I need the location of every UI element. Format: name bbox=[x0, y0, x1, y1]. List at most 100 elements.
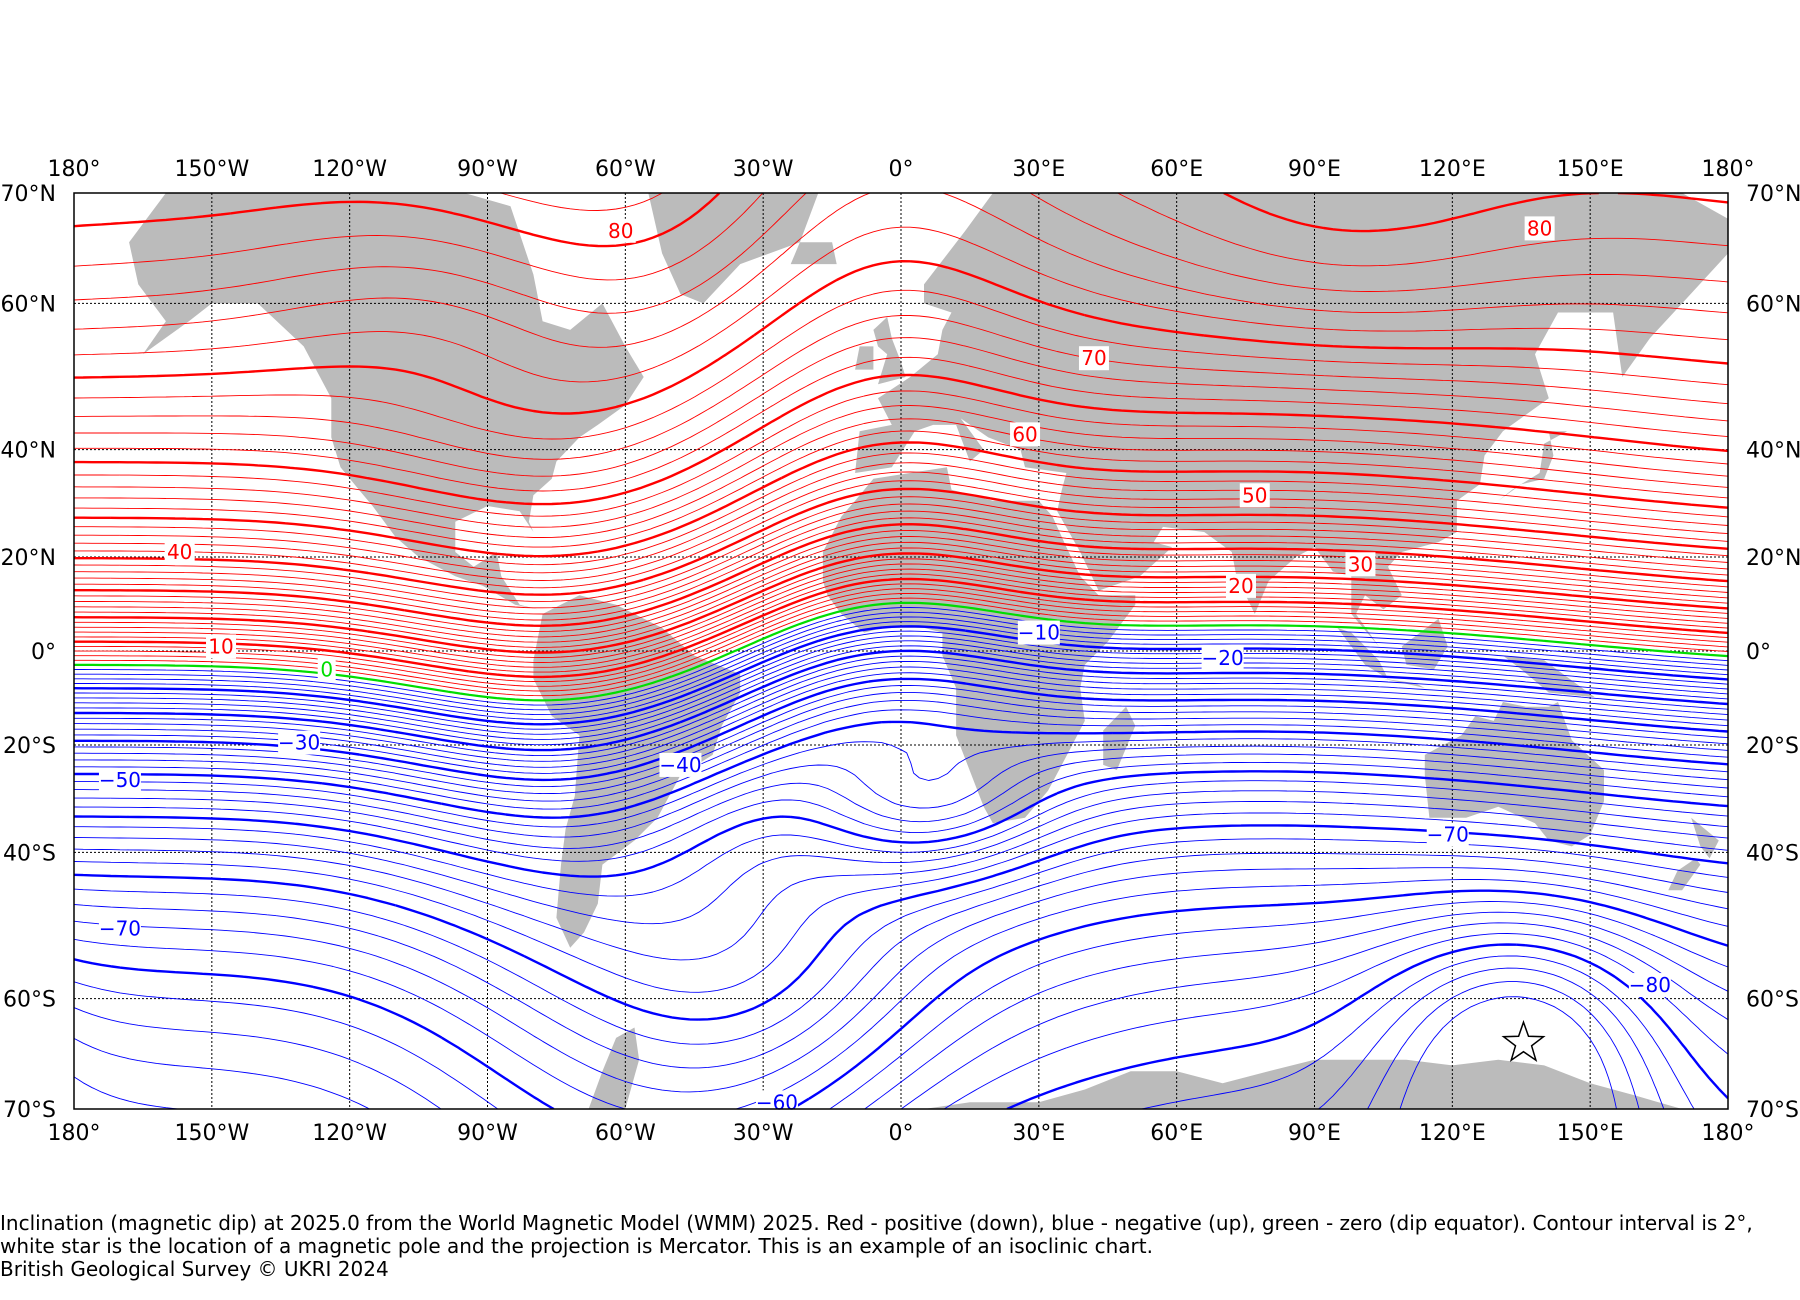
negative-contour bbox=[74, 684, 1728, 788]
negative-contour bbox=[74, 625, 1728, 726]
negative-contour bbox=[74, 660, 1728, 762]
contour-label: −20 bbox=[1202, 646, 1244, 670]
negative-contour bbox=[74, 691, 1728, 795]
longitude-tick-label: 60°W bbox=[595, 1121, 656, 1146]
longitude-tick-label: 90°W bbox=[457, 157, 518, 182]
negative-contour bbox=[1318, 967, 1665, 1109]
longitude-tick-label: 120°W bbox=[312, 157, 387, 182]
contour-label: 30 bbox=[1348, 552, 1373, 576]
contour-label-bg bbox=[1201, 645, 1244, 670]
longitude-tick-label: 120°E bbox=[1419, 157, 1486, 182]
contour-label-bg bbox=[1225, 573, 1256, 598]
positive-contour bbox=[74, 597, 1728, 697]
latitude-tick-label: 60°N bbox=[1746, 292, 1800, 317]
positive-contour bbox=[74, 588, 1728, 687]
positive-contour bbox=[74, 573, 1728, 673]
negative-contour bbox=[1367, 981, 1640, 1109]
longitude-tick-label: 150°E bbox=[1557, 1121, 1624, 1146]
positive-contour bbox=[74, 462, 1728, 574]
positive-contour bbox=[74, 523, 1728, 627]
longitude-tick-label: 30°W bbox=[733, 1121, 794, 1146]
axis-tick-labels: 180° 180° 150°W 150°W 120°W 120°W 90°W 90°W 60°W… bbox=[1, 157, 1800, 1146]
negative-contour bbox=[74, 780, 1728, 897]
contour-label: 40 bbox=[167, 540, 192, 564]
negative-contour bbox=[74, 824, 1728, 1021]
longitude-tick-label: 120°E bbox=[1419, 1121, 1486, 1146]
longitude-tick-label: 180° bbox=[1702, 157, 1755, 182]
positive-contour bbox=[74, 193, 1728, 314]
longitude-tick-label: 60°E bbox=[1150, 1121, 1203, 1146]
contour-label-bg bbox=[1239, 483, 1270, 508]
latitude-tick-label: 70°N bbox=[1, 182, 56, 207]
contour-label-bg bbox=[1078, 346, 1109, 371]
contour-label: 0 bbox=[320, 657, 333, 681]
negative-contour bbox=[74, 745, 1728, 838]
contour-label-bg bbox=[1524, 216, 1555, 241]
negative-contour bbox=[74, 630, 1728, 730]
negative-contour bbox=[74, 635, 1728, 735]
positive-contour bbox=[74, 510, 1728, 615]
contour-label-bg bbox=[278, 730, 321, 755]
positive-contour bbox=[74, 568, 1728, 668]
longitude-tick-label: 150°E bbox=[1557, 157, 1624, 182]
positive-contour bbox=[74, 480, 1728, 589]
longitude-tick-label: 30°E bbox=[1012, 157, 1065, 182]
longitude-tick-label: 0° bbox=[889, 1121, 914, 1146]
negative-contour bbox=[1399, 996, 1617, 1109]
contour-label-bg bbox=[98, 768, 141, 793]
contour-label-bg bbox=[755, 1090, 798, 1115]
positive-contour bbox=[74, 193, 1728, 348]
positive-contour bbox=[74, 441, 1728, 558]
negative-contour bbox=[74, 911, 1728, 1109]
map-frame bbox=[73, 192, 1729, 1110]
contour-label: 80 bbox=[1527, 216, 1552, 240]
latitude-tick-label: 40°S bbox=[1746, 841, 1799, 866]
positive-contour bbox=[74, 193, 1728, 248]
latitude-tick-label: 20°S bbox=[1746, 734, 1799, 759]
latitude-tick-label: 40°N bbox=[1, 439, 56, 464]
contour-label: −40 bbox=[659, 753, 701, 777]
contour-label: −70 bbox=[99, 917, 141, 941]
negative-contour bbox=[74, 753, 1728, 849]
negative-contour bbox=[74, 889, 1728, 1109]
contour-label-bg bbox=[98, 916, 141, 941]
negative-contour bbox=[74, 666, 1728, 768]
negative-contour bbox=[74, 672, 1728, 774]
contour-label: −10 bbox=[1018, 621, 1060, 645]
contour-lines bbox=[74, 193, 1728, 1109]
contour-label-bg bbox=[1628, 973, 1671, 998]
australia-land bbox=[1424, 702, 1604, 847]
caption: Inclination (magnetic dip) at 2025.0 fro… bbox=[0, 1212, 1795, 1281]
negative-contour bbox=[74, 770, 1728, 878]
negative-contour bbox=[74, 677, 1728, 782]
negative-contour bbox=[74, 616, 1728, 716]
longitude-tick-label: 0° bbox=[889, 157, 914, 182]
positive-contour bbox=[74, 289, 1728, 440]
java-land bbox=[1383, 678, 1425, 688]
negative-contour bbox=[74, 611, 1728, 711]
longitude-tick-label: 180° bbox=[48, 157, 101, 182]
latitude-tick-label: 20°N bbox=[1, 546, 56, 571]
negative-contour bbox=[74, 790, 1728, 925]
longitude-tick-label: 180° bbox=[48, 1121, 101, 1146]
positive-contour bbox=[74, 337, 1728, 477]
negative-contour bbox=[74, 812, 1728, 993]
negative-contour bbox=[1006, 943, 1728, 1109]
latitude-tick-label: 20°N bbox=[1746, 546, 1800, 571]
longitude-tick-label: 150°W bbox=[174, 157, 249, 182]
positive-contour bbox=[74, 260, 1728, 415]
caption-description: Inclination (magnetic dip) at 2025.0 fro… bbox=[0, 1211, 1753, 1258]
negative-contour bbox=[74, 761, 1728, 862]
negative-contour bbox=[74, 922, 1728, 1109]
contour-label-bg bbox=[206, 634, 237, 659]
contour-label-bg bbox=[164, 540, 195, 565]
negative-contour bbox=[1141, 955, 1695, 1109]
longitude-tick-label: 90°E bbox=[1288, 157, 1341, 182]
longitude-tick-label: 120°W bbox=[312, 1121, 387, 1146]
contour-label-bg bbox=[605, 218, 636, 243]
latitude-tick-label: 70°S bbox=[1746, 1098, 1799, 1123]
positive-contour bbox=[74, 373, 1728, 506]
negative-contour bbox=[74, 655, 1728, 757]
positive-contour bbox=[74, 452, 1728, 566]
contour-label-bg bbox=[317, 657, 336, 682]
